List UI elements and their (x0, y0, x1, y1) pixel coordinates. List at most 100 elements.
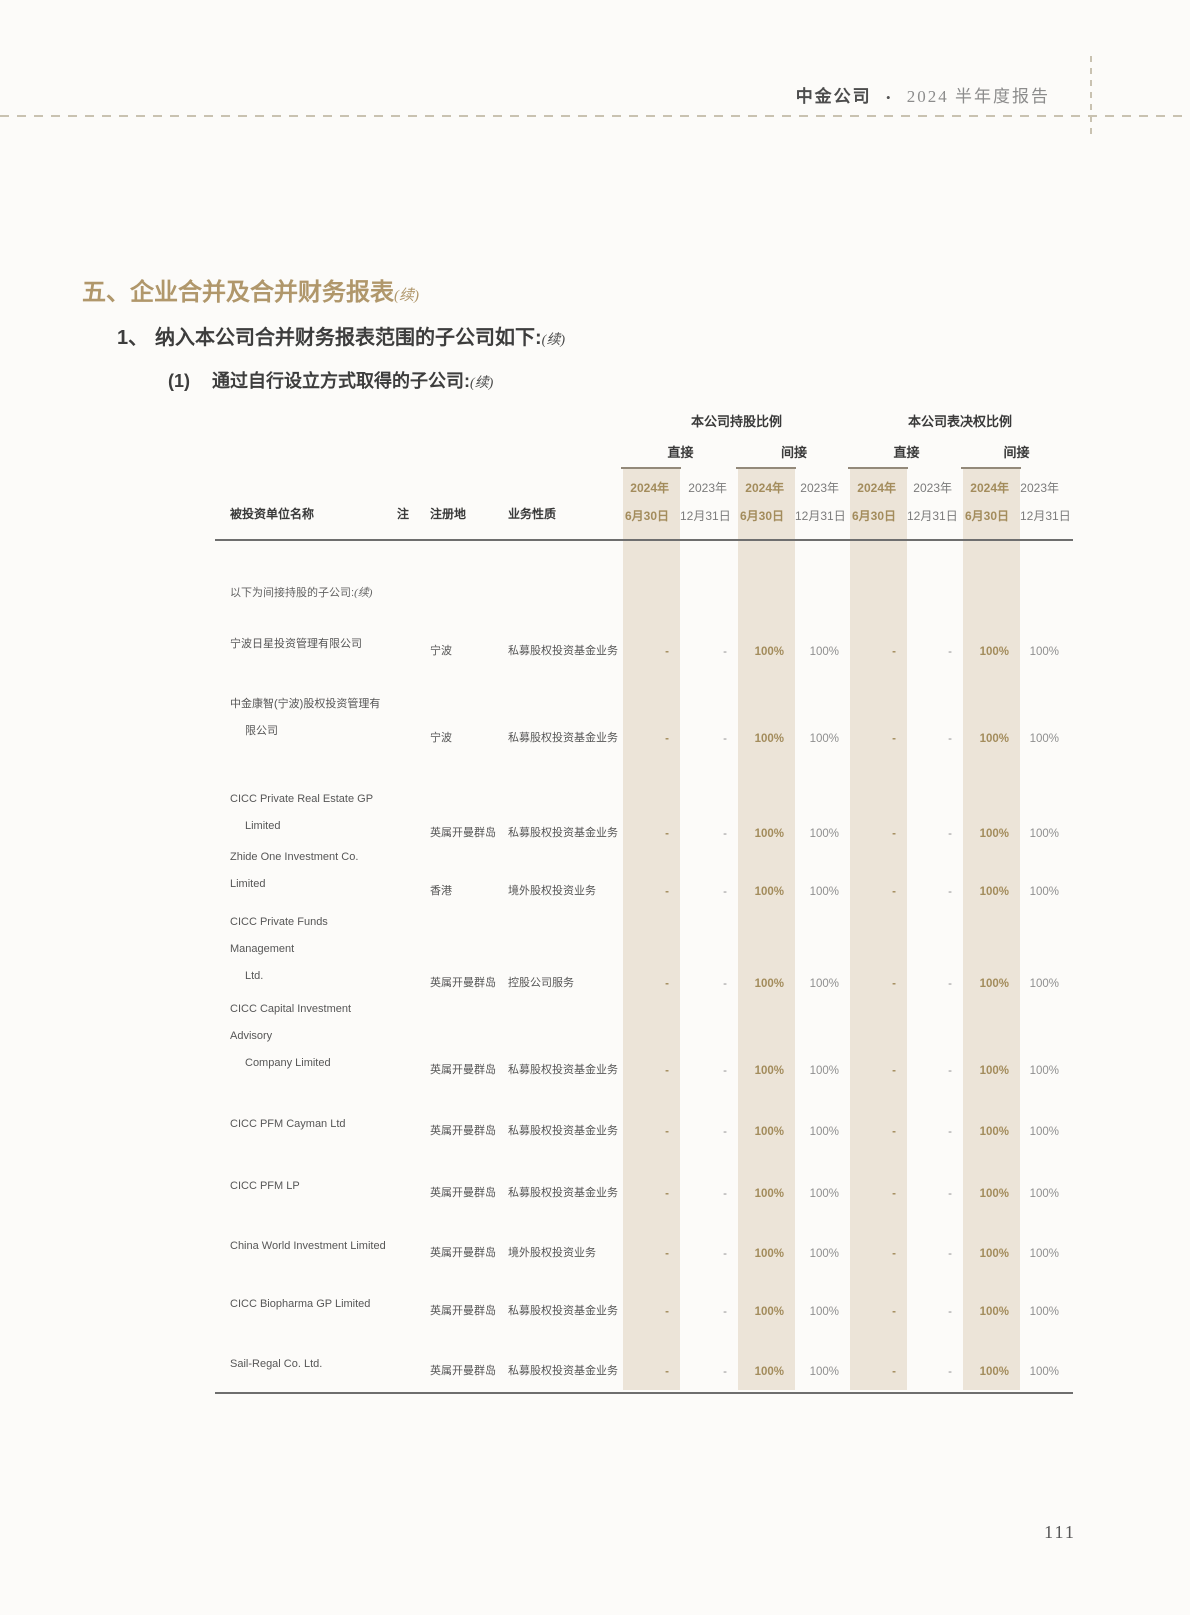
business-cell: 境外股权投资业务 (508, 1247, 596, 1259)
company-name-line1: CICC Biopharma GP Limited (230, 1298, 371, 1310)
company-name-cell: China World Investment Limited (215, 1233, 393, 1262)
table-row: CICC Biopharma GP Limited 英属开曼群岛 私募股权投资基… (215, 1262, 1073, 1320)
business-cell: 私募股权投资基金业务 (508, 1365, 618, 1377)
value-indirect-2024-shareholding: 100% (754, 1065, 784, 1077)
table-row: CICC Private Funds Management Ltd. 英属开曼群… (215, 900, 1073, 992)
value-direct-2024-shareholding: - (665, 646, 669, 658)
company-name-line1: 宁波日星投资管理有限公司 (230, 638, 362, 650)
company-name-cell: CICC Capital Investment Advisory Company… (215, 996, 393, 1079)
value-indirect-2023-voting: 100% (1029, 886, 1059, 898)
value-direct-2024-voting: - (892, 886, 896, 898)
company-name-line1: CICC PFM Cayman Ltd (230, 1118, 346, 1130)
period-header-2024: 2024年 6月30日 (623, 474, 680, 530)
value-direct-2024-voting: - (892, 1188, 896, 1200)
period-year: 2024年 (970, 481, 1009, 495)
value-indirect-2023-shareholding: 100% (809, 1366, 839, 1378)
value-direct-2023-voting: - (948, 1065, 952, 1077)
period-date: 12月31日 (680, 509, 731, 523)
value-indirect-2023-voting: 100% (1029, 828, 1059, 840)
value-direct-2024-voting: - (892, 828, 896, 840)
value-indirect-2024-voting: 100% (979, 646, 1009, 658)
subitem-number: (1) (168, 371, 190, 391)
value-direct-2023-voting: - (948, 828, 952, 840)
value-indirect-2024-voting: 100% (979, 828, 1009, 840)
vertical-dashed-divider (1090, 56, 1092, 136)
value-direct-2023-voting: - (948, 733, 952, 745)
company-name-cell: CICC Private Real Estate GP Limited (215, 786, 393, 842)
value-direct-2023-voting: - (948, 886, 952, 898)
value-direct-2023-shareholding: - (723, 1188, 727, 1200)
section-title-continued: (续) (394, 288, 419, 304)
value-indirect-2023-shareholding: 100% (809, 1306, 839, 1318)
value-indirect-2023-voting: 100% (1029, 646, 1059, 658)
note-cell (393, 1200, 420, 1202)
value-indirect-2024-shareholding: 100% (754, 646, 784, 658)
table-section-label-row: 以下为间接持股的子公司:(续) (215, 541, 1073, 602)
value-indirect-2024-voting: 100% (979, 1306, 1009, 1318)
value-direct-2024-voting: - (892, 733, 896, 745)
value-indirect-2023-shareholding: 100% (809, 828, 839, 840)
registration-cell: 英属开曼群岛 (430, 1064, 496, 1076)
note-cell (393, 1378, 420, 1380)
value-direct-2023-voting: - (948, 646, 952, 658)
value-direct-2024-shareholding: - (665, 886, 669, 898)
col-header-registration: 注册地 (430, 507, 467, 521)
column-header-row: 被投资单位名称 注 注册地 业务性质 2024年 6月30日 2023年 12月31… (215, 474, 1073, 530)
value-direct-2023-shareholding: - (723, 828, 727, 840)
value-direct-2024-shareholding: - (665, 733, 669, 745)
period-date: 12月31日 (907, 509, 958, 523)
table-section-label-continued: (续) (354, 587, 373, 599)
page-header: 中金公司 • 2024 半年度报告 (796, 82, 1050, 107)
value-indirect-2024-voting: 100% (979, 978, 1009, 990)
horizontal-dashed-divider (0, 115, 1190, 117)
value-indirect-2023-voting: 100% (1029, 1366, 1059, 1378)
company-name-line1: CICC Private Funds Management (230, 916, 328, 955)
period-year: 2024年 (857, 481, 896, 495)
group-header-voting: 本公司表决权比例 (907, 414, 1012, 429)
value-direct-2024-voting: - (892, 646, 896, 658)
group-header-shareholding: 本公司持股比例 (690, 414, 782, 429)
period-date: 6月30日 (739, 509, 784, 523)
note-cell (393, 898, 420, 900)
company-name-cell: Zhide One Investment Co. Limited (215, 844, 393, 900)
value-direct-2024-shareholding: - (665, 1306, 669, 1318)
business-cell: 私募股权投资基金业务 (508, 1125, 618, 1137)
note-cell (393, 745, 420, 747)
table-row: CICC Private Real Estate GP Limited 英属开曼… (215, 747, 1073, 842)
value-indirect-2023-shareholding: 100% (809, 1248, 839, 1260)
registration-cell: 英属开曼群岛 (430, 1125, 496, 1137)
period-date: 12月31日 (1020, 509, 1071, 523)
value-direct-2024-shareholding: - (665, 828, 669, 840)
value-direct-2024-voting: - (892, 1126, 896, 1138)
note-cell (393, 658, 420, 660)
value-indirect-2024-voting: 100% (979, 733, 1009, 745)
value-indirect-2024-shareholding: 100% (754, 1306, 784, 1318)
table-header-rule (215, 539, 1073, 541)
subitem-title-text: 通过自行设立方式取得的子公司: (212, 371, 470, 391)
value-direct-2024-shareholding: - (665, 978, 669, 990)
registration-cell: 香港 (430, 885, 452, 897)
subgroup-indirect: 间接 (1003, 445, 1030, 460)
period-year: 2023年 (1020, 481, 1059, 495)
value-direct-2023-voting: - (948, 1248, 952, 1260)
company-name-cell: Sail-Regal Co. Ltd. (215, 1351, 393, 1380)
item-title: 1、 纳入本公司合并财务报表范围的子公司如下:(续) (117, 321, 565, 350)
col-header-business: 业务性质 (508, 507, 557, 521)
company-name-line1: 中金康智(宁波)股权投资管理有 (230, 698, 381, 710)
section-title: 五、企业合并及合并财务报表(续) (82, 272, 419, 307)
period-date: 6月30日 (624, 509, 669, 523)
column-group-rule (961, 467, 1021, 469)
value-indirect-2023-shareholding: 100% (809, 978, 839, 990)
value-indirect-2024-shareholding: 100% (754, 1188, 784, 1200)
value-indirect-2024-voting: 100% (979, 1366, 1009, 1378)
value-direct-2023-voting: - (948, 1306, 952, 1318)
value-indirect-2023-voting: 100% (1029, 1188, 1059, 1200)
value-direct-2023-shareholding: - (723, 1306, 727, 1318)
table-section-label: 以下为间接持股的子公司:(续) (215, 584, 372, 602)
value-indirect-2024-shareholding: 100% (754, 1248, 784, 1260)
company-name-line2: 限公司 (245, 725, 278, 737)
note-cell (393, 1138, 420, 1140)
company-name-line1: Zhide One Investment Co. Limited (230, 851, 359, 890)
company-name-line2: Ltd. (245, 970, 264, 982)
